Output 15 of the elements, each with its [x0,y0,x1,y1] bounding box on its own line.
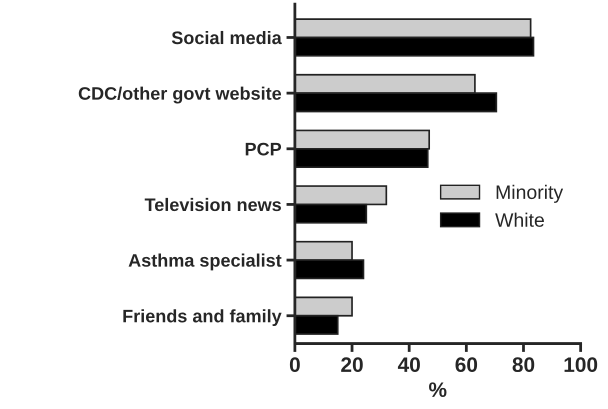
y-tick-label: CDC/other govt website [78,86,282,104]
y-tick-label: Television news [144,198,281,212]
y-tick-label: PCP [246,142,282,156]
y-tick-label: Social media [172,30,282,44]
x-tick-label: 60 [456,357,478,372]
y-tick-label: Friends and family [123,309,282,326]
x-tick-label: 0 [290,357,300,372]
x-tick-label: 100 [564,357,598,372]
x-tick-label: 80 [512,357,534,372]
legend-label: White [495,212,544,227]
x-tick-label: 20 [341,357,363,372]
legend-label: Minority [496,184,564,203]
x-axis-title: % [429,382,446,397]
x-tick-label: 40 [398,357,420,372]
y-tick-label: Asthma specialist [128,254,282,270]
